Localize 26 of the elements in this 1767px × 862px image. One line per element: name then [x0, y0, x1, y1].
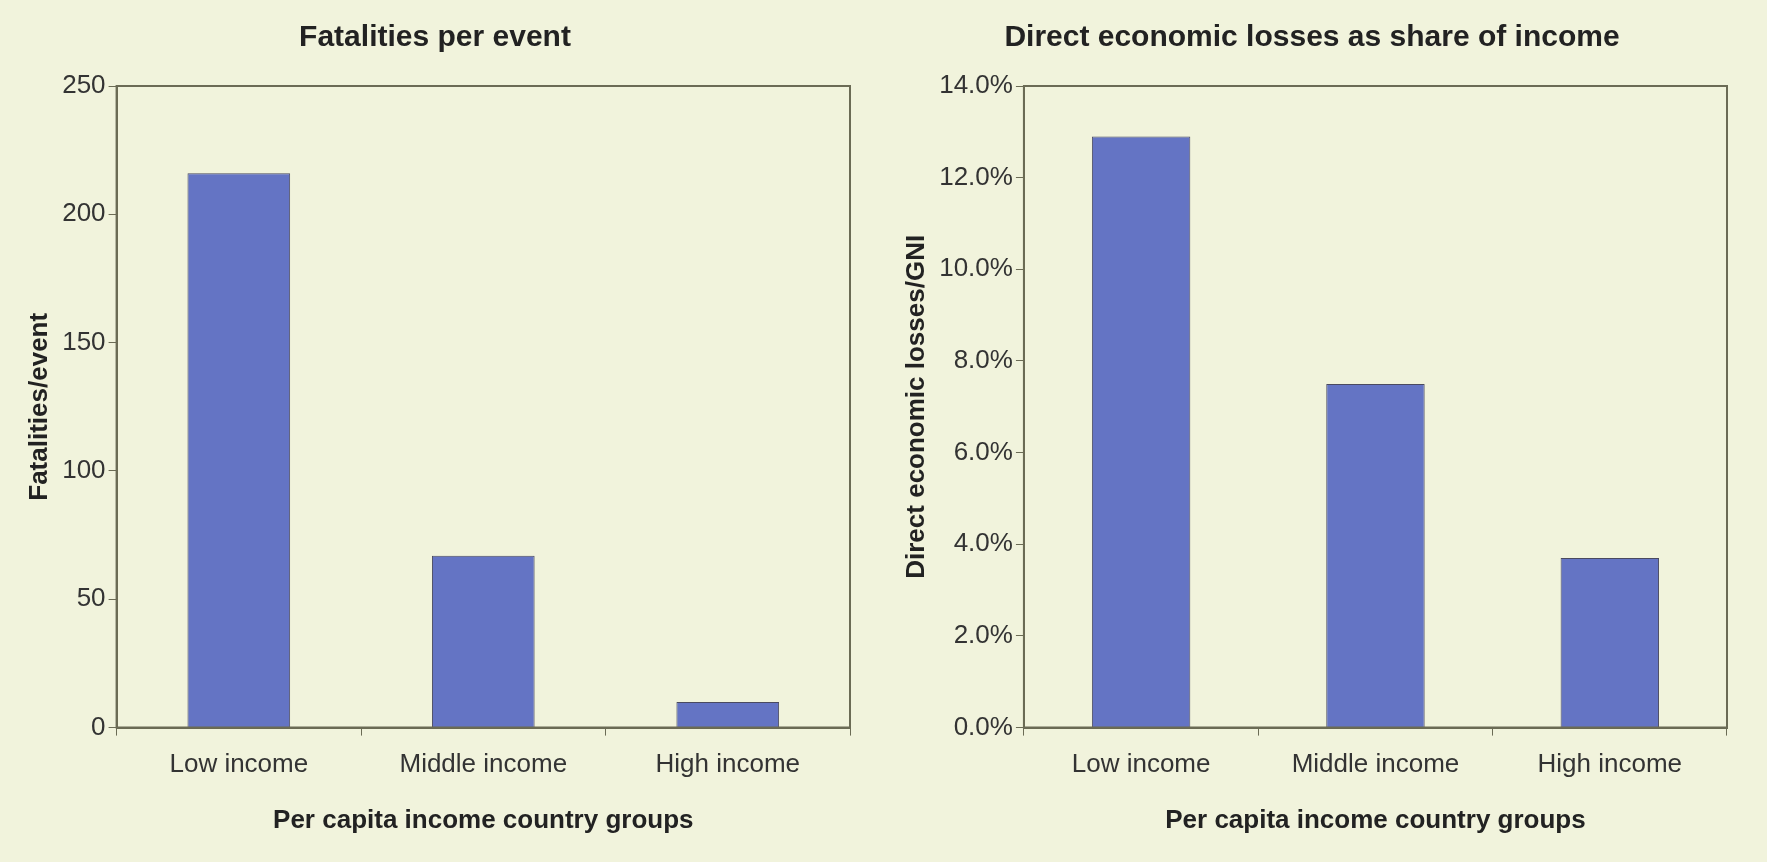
y-tick-label: 150: [62, 325, 106, 356]
x-tick-label: High income: [1537, 748, 1683, 779]
y-tick-label: 100: [62, 454, 106, 485]
x-tick-label: Middle income: [1291, 748, 1460, 779]
x-tick-label: Low income: [1071, 748, 1211, 779]
y-tick-label: 8.0%: [953, 344, 1013, 375]
x-tick-label: Low income: [169, 748, 309, 779]
x-axis-title: Per capita income country groups: [273, 803, 694, 834]
y-tick-label: 12.0%: [939, 160, 1013, 191]
y-tick-label: 2.0%: [953, 619, 1013, 650]
y-tick-label: 14.0%: [939, 69, 1013, 100]
x-tick-label: High income: [655, 748, 801, 779]
y-tick-label: 10.0%: [939, 252, 1013, 283]
y-tick-label: 200: [62, 197, 106, 228]
y-axis-title: Fatalities/event: [22, 312, 53, 501]
y-tick-label: 50: [76, 582, 106, 613]
y-axis-title: Direct economic losses/GNI: [899, 234, 930, 579]
x-axis-title: Per capita income country groups: [1165, 803, 1586, 834]
x-tick-label: Middle income: [399, 748, 568, 779]
y-tick-label: 6.0%: [953, 435, 1013, 466]
y-tick-label: 0.0%: [953, 710, 1013, 741]
y-tick-label: 4.0%: [953, 527, 1013, 558]
y-tick-label: 0: [91, 710, 106, 741]
y-tick-label: 250: [62, 69, 106, 100]
chart-title: Direct economic losses as share of income: [1004, 19, 1620, 53]
chart-title: Fatalities per event: [299, 19, 571, 53]
